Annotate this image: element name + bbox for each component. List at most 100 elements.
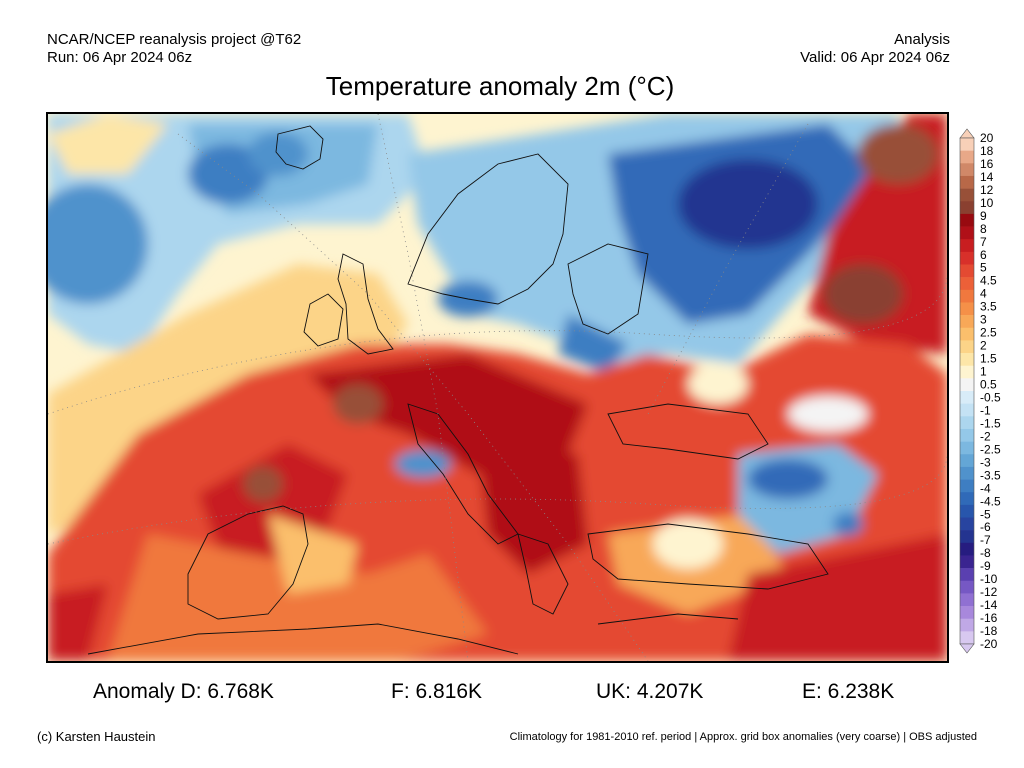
- colorbar-tick-label: 8: [980, 222, 987, 236]
- colorbar-swatch: [960, 555, 974, 569]
- colorbar-swatch: [960, 479, 974, 493]
- colorbar-swatch: [960, 277, 974, 291]
- colorbar-tick-label: -2.5: [980, 442, 1001, 456]
- colorbar-tick-label: -3.5: [980, 468, 1001, 482]
- colorbar-tick-label: -7: [980, 533, 991, 547]
- colorbar-tick-label: 5: [980, 261, 987, 275]
- credit-label: (c) Karsten Haustein: [37, 729, 156, 744]
- project-label: NCAR/NCEP reanalysis project @T62: [47, 31, 302, 48]
- colorbar-swatch: [960, 403, 974, 417]
- colorbar-swatch: [960, 441, 974, 455]
- colorbar-tick-label: -8: [980, 546, 991, 560]
- colorbar-tick-label: -3: [980, 455, 991, 469]
- colorbar-tick-label: 3.5: [980, 300, 997, 314]
- colorbar-swatch: [960, 466, 974, 480]
- anomaly-germany: Anomaly D: 6.768K: [93, 680, 274, 703]
- map-title: Temperature anomaly 2m (°C): [325, 71, 675, 101]
- colorbar-tick-label: -14: [980, 598, 998, 612]
- coastlines: [87, 125, 829, 655]
- colorbar-swatch: [960, 568, 974, 582]
- colorbar-tick-label: 0.5: [980, 378, 997, 392]
- colorbar-tick-label: -0.5: [980, 390, 1001, 404]
- colorbar-swatch: [960, 606, 974, 619]
- anomaly-france: F: 6.816K: [391, 680, 483, 703]
- colorbar-tick-label: -5: [980, 507, 991, 521]
- colorbar-swatch: [960, 631, 974, 645]
- colorbar-svg: 201816141210987654.543.532.521.510.5-0.5…: [959, 128, 1001, 654]
- colorbar-tick-label: -9: [980, 559, 991, 573]
- colorbar-swatch: [960, 618, 974, 632]
- colorbar-tick-label: -2: [980, 429, 991, 443]
- graticule: [48, 114, 947, 661]
- header-right: Analysis Valid: 06 Apr 2024 06z: [800, 31, 950, 67]
- colorbar-swatch: [960, 428, 974, 442]
- colorbar-swatch: [960, 302, 974, 316]
- colorbar-tick-label: -1.5: [980, 416, 1001, 430]
- colorbar-swatch: [960, 353, 974, 366]
- colorbar-bottom-arrow: [959, 643, 975, 654]
- colorbar-tick-label: -6: [980, 520, 991, 534]
- colorbar-tick-label: -1: [980, 403, 991, 417]
- colorbar-tick-label: 2.5: [980, 326, 997, 340]
- colorbar-swatch: [960, 517, 974, 531]
- colorbar-tick-label: 7: [980, 235, 987, 249]
- anomaly-spain: E: 6.238K: [802, 680, 895, 703]
- colorbar-tick-label: 18: [980, 144, 994, 158]
- colorbar-tick-label: -20: [980, 637, 998, 651]
- colorbar-swatch: [960, 454, 974, 468]
- colorbar-swatch: [960, 201, 974, 215]
- colorbar-tick-label: -10: [980, 572, 998, 586]
- colorbar-swatch: [960, 226, 974, 240]
- colorbar-tick-label: 2: [980, 339, 987, 353]
- colorbar-swatch: [960, 213, 974, 227]
- colorbar-swatch: [960, 150, 974, 164]
- colorbar-swatch: [960, 264, 974, 278]
- colorbar-tick-label: 16: [980, 157, 994, 171]
- colorbar-swatch: [960, 492, 974, 506]
- colorbar-tick-label: 14: [980, 170, 994, 184]
- colorbar-swatch: [960, 542, 974, 556]
- colorbar-tick-label: 6: [980, 248, 987, 262]
- colorbar-swatch: [960, 188, 974, 202]
- colorbar-tick-label: -4.5: [980, 494, 1001, 508]
- colorbar-tick-label: 4.5: [980, 274, 997, 288]
- colorbar-swatch: [960, 365, 974, 379]
- colorbar-swatch: [960, 504, 974, 518]
- colorbar-tick-label: -16: [980, 611, 998, 625]
- colorbar-swatch: [960, 340, 974, 354]
- colorbar-tick-label: -12: [980, 585, 998, 599]
- country-anomalies: Anomaly D: 6.768K F: 6.816K UK: 4.207K E…: [0, 680, 1024, 706]
- colorbar-swatch: [960, 530, 974, 544]
- colorbar-tick-label: 20: [980, 131, 994, 145]
- colorbar-tick-label: 9: [980, 209, 987, 223]
- colorbar-swatch: [960, 391, 974, 404]
- colorbar-swatch: [960, 251, 974, 265]
- colorbar-swatch: [960, 593, 974, 607]
- anomaly-fields: [48, 114, 947, 661]
- colorbar-tick-label: 1: [980, 365, 987, 379]
- colorbar-swatch: [960, 580, 974, 594]
- colorbar-tick-label: 1.5: [980, 352, 997, 366]
- colorbar-swatch: [960, 378, 974, 392]
- colorbar-swatch: [960, 327, 974, 341]
- anomaly-uk: UK: 4.207K: [596, 680, 704, 703]
- colorbar-tick-label: 4: [980, 287, 987, 301]
- colorbar-tick-label: 12: [980, 183, 994, 197]
- analysis-label: Analysis: [894, 31, 950, 48]
- colorbar-tick-label: 3: [980, 313, 987, 327]
- colorbar: 20 18 16 14 12 10 9 8 7 6 5 4.5 4 3.5 3 2.5 2 1.5 1 0.5 -0.5…: [958, 128, 1024, 659]
- header-left: NCAR/NCEP reanalysis project @T62 Run: 0…: [47, 31, 301, 67]
- colorbar-swatch: [960, 416, 974, 430]
- colorbar-tick-label: -18: [980, 624, 998, 638]
- colorbar-top-arrow: [959, 128, 975, 139]
- colorbar-tick-label: 10: [980, 196, 994, 210]
- anomaly-map: [46, 112, 949, 663]
- colorbar-swatch: [960, 175, 974, 189]
- run-label: Run: 06 Apr 2024 06z: [47, 49, 193, 66]
- map-canvas: [48, 114, 947, 661]
- colorbar-tick-label: -4: [980, 481, 991, 495]
- colorbar-swatch: [960, 315, 974, 329]
- climatology-note: Climatology for 1981-2010 ref. period | …: [509, 731, 977, 743]
- colorbar-swatch: [960, 163, 974, 177]
- colorbar-swatch: [960, 138, 974, 151]
